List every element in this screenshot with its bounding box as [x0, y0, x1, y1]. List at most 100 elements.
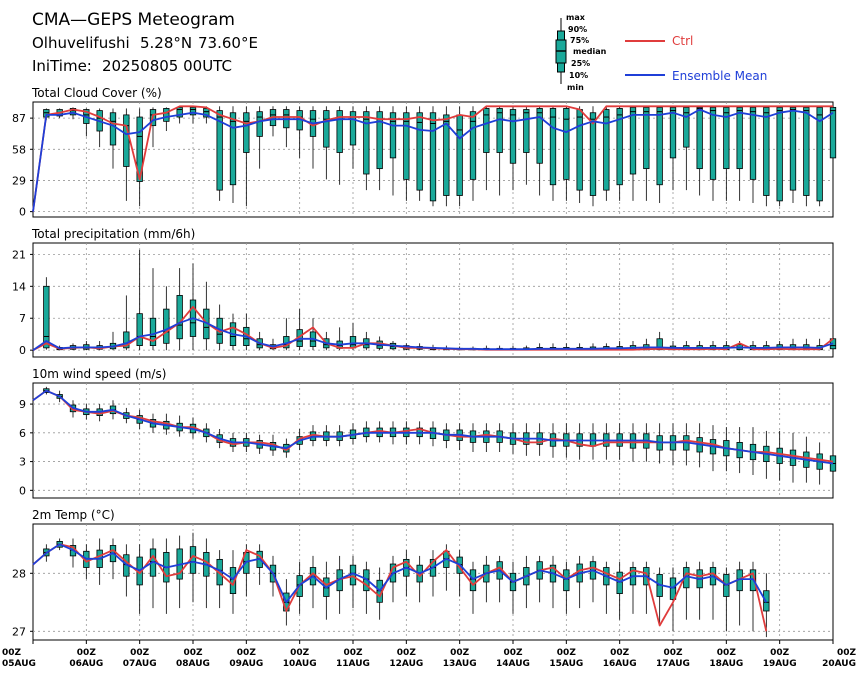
ensemble-box	[216, 550, 223, 609]
ensemble-box	[163, 286, 170, 351]
box-body	[656, 106, 663, 186]
box-body	[616, 108, 623, 186]
ensemble-box	[149, 268, 157, 351]
ensemble-box	[456, 106, 463, 207]
panel-title-precip: Total precipitation (mm/6h)	[31, 227, 195, 241]
box-body	[803, 106, 810, 196]
box-body	[216, 110, 223, 191]
ensemble-box	[229, 550, 237, 614]
box-body	[189, 546, 197, 574]
box-body	[163, 108, 170, 122]
legend-inner-upper	[557, 30, 565, 41]
ensemble-box	[736, 106, 743, 201]
box-body	[629, 106, 637, 175]
ensemble-box	[176, 268, 183, 351]
ensemble-box	[523, 555, 530, 609]
ensemble-box	[616, 423, 623, 460]
x-tick-date: 11AUG	[336, 659, 370, 669]
ensemble-box	[349, 106, 357, 169]
ensemble-box	[576, 423, 583, 460]
ensemble-box	[709, 425, 717, 472]
ensemble-box	[496, 106, 503, 196]
panel-1: 0 7 14 21	[12, 242, 837, 358]
ensemble-box	[43, 277, 50, 350]
ensemble-box	[603, 106, 610, 201]
ensemble-box	[389, 106, 397, 196]
ensemble-box	[283, 106, 290, 148]
x-tick-date: 06AUG	[69, 659, 103, 669]
panel-3: 27 28	[12, 523, 834, 641]
legend-p90-label: 90%	[568, 25, 587, 34]
y-tick-label: 21	[12, 248, 26, 261]
box-body	[336, 110, 343, 153]
legend-max-label: max	[566, 13, 586, 22]
ensemble-box	[603, 423, 610, 460]
box-body	[149, 317, 157, 346]
x-tick-date: 19AUG	[763, 659, 797, 669]
box-body	[509, 109, 517, 164]
y-tick-label: 0	[19, 344, 26, 357]
x-tick-hour: 00Z	[717, 648, 737, 658]
box-body	[549, 108, 557, 186]
ensemble-box	[229, 313, 237, 351]
box-body	[349, 336, 357, 349]
x-tick-hour: 00Z	[130, 648, 150, 658]
panel-title-wind: 10m wind speed (m/s)	[32, 367, 166, 381]
ensemble-box	[243, 106, 250, 207]
ensemble-box	[563, 561, 570, 614]
box-body	[723, 106, 730, 170]
box-body	[763, 106, 770, 196]
y-tick-label: 9	[19, 398, 26, 411]
y-tick-label: 28	[12, 567, 26, 580]
ctrl-line	[32, 105, 833, 212]
ensemble-box	[243, 313, 250, 351]
box-body	[776, 106, 783, 202]
box-body	[389, 112, 397, 159]
panel-frame	[32, 382, 834, 499]
ensemble-box	[816, 106, 823, 207]
ensemble-box	[509, 561, 517, 614]
ensemble-box	[683, 423, 690, 466]
box-body	[123, 114, 130, 167]
ensemble-box	[483, 106, 490, 191]
x-tick-date: 17AUG	[656, 659, 690, 669]
legend-min-label: min	[567, 83, 584, 92]
x-tick-hour: 00Z	[343, 648, 363, 658]
box-body	[829, 106, 837, 159]
ensemble-box	[736, 561, 743, 626]
ensemble-box	[416, 106, 423, 201]
x-tick-date: 16AUG	[603, 659, 637, 669]
y-tick-label: 29	[12, 174, 26, 187]
ensemble-box	[136, 249, 143, 351]
ensemble-box	[469, 423, 477, 452]
ensemble-box	[203, 281, 210, 351]
box-body	[469, 111, 477, 180]
x-tick-date: 20AUG	[822, 659, 856, 669]
ensemble-box	[189, 106, 197, 124]
ensemble-box	[643, 106, 650, 201]
box-body	[429, 112, 437, 202]
ensemble-box	[496, 555, 503, 603]
x-tick-date: 18AUG	[709, 659, 743, 669]
y-tick-label: 58	[12, 143, 26, 156]
ensemble-mean-line	[32, 389, 834, 465]
box-body	[563, 108, 570, 180]
ensemble-box	[709, 561, 717, 620]
ensemble-box	[309, 555, 317, 609]
ensemble-box	[509, 106, 517, 191]
ensemble-box	[683, 106, 690, 191]
ensemble-box	[643, 561, 650, 614]
ensemble-box	[549, 106, 557, 201]
ensemble-box	[136, 544, 143, 614]
ensemble-box	[83, 341, 90, 351]
legend-ctrl-label: Ctrl	[672, 34, 693, 48]
ensemble-box	[483, 555, 490, 603]
box-body	[443, 114, 450, 196]
x-tick-date: 14AUG	[496, 659, 530, 669]
box-body	[163, 308, 170, 344]
box-body	[683, 106, 690, 148]
ensemble-box	[803, 106, 810, 207]
ensemble-box	[683, 561, 690, 620]
ensemble-box	[536, 106, 543, 196]
ensemble-box	[669, 106, 677, 191]
